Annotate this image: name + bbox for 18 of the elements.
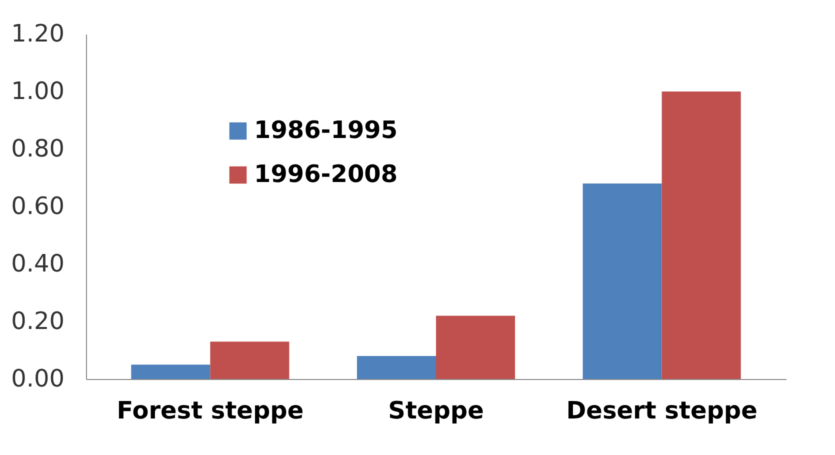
y-tick-label: 0.80	[11, 134, 64, 162]
legend-label: 1986-1995	[254, 116, 398, 144]
x-tick-label: Forest steppe	[116, 396, 304, 424]
bar	[436, 316, 516, 379]
bar	[210, 342, 290, 379]
y-tick-label: 0.40	[11, 250, 64, 278]
bar	[582, 184, 662, 379]
y-tick-label: 0.20	[11, 307, 64, 335]
x-tick-label: Steppe	[388, 396, 484, 424]
bar	[662, 92, 741, 379]
bar	[356, 356, 436, 379]
x-tick-label: Desert steppe	[566, 396, 758, 424]
y-tick-label: 1.00	[11, 77, 64, 105]
y-tick-label: 0.00	[11, 364, 64, 392]
y-tick-label: 0.60	[11, 192, 64, 220]
legend-label: 1996-2008	[254, 160, 398, 188]
bar	[131, 364, 210, 379]
y-tick-label: 1.20	[11, 20, 64, 48]
